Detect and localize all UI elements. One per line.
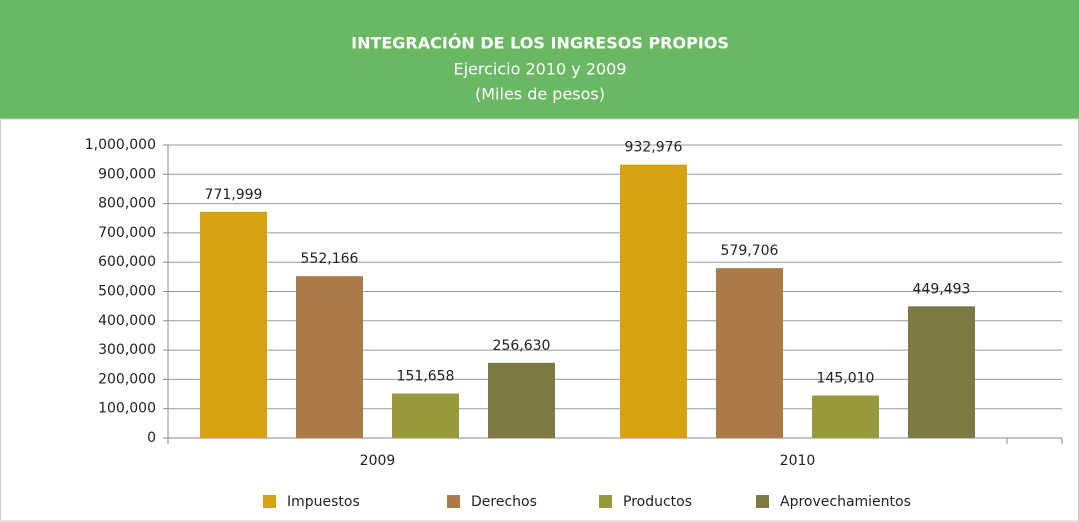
y-tick-label: 400,000: [98, 313, 156, 329]
y-tick-label: 300,000: [98, 342, 156, 358]
chart-title: INTEGRACIÓN DE LOS INGRESOS PROPIOS: [351, 34, 729, 53]
y-tick-label: 200,000: [98, 371, 156, 387]
legend-label: Derechos: [471, 494, 537, 510]
unit-label: (Miles de pesos): [475, 85, 605, 104]
bar: [296, 276, 363, 438]
y-tick-label: 0: [147, 430, 156, 446]
bar: [812, 395, 879, 438]
legend-swatch: [756, 495, 769, 508]
value-label: 145,010: [817, 371, 875, 387]
legend-swatch: [263, 495, 276, 508]
bar: [620, 164, 687, 438]
x-tick-label: 2009: [360, 453, 396, 469]
y-tick-label: 100,000: [98, 401, 156, 417]
chart-subtitle: Ejercicio 2010 y 2009: [453, 60, 626, 79]
legend-label: Productos: [623, 494, 692, 510]
legend-swatch: [599, 495, 612, 508]
bar: [200, 211, 267, 438]
legend-label: Aprovechamientos: [780, 494, 911, 510]
y-tick-label: 600,000: [98, 254, 156, 270]
bar: [392, 393, 459, 438]
y-tick-label: 900,000: [98, 166, 156, 182]
header-band: [0, 0, 1079, 119]
value-label: 449,493: [913, 281, 971, 297]
value-label: 579,706: [721, 243, 779, 259]
bar: [488, 362, 555, 438]
y-tick-label: 800,000: [98, 196, 156, 212]
y-tick-label: 700,000: [98, 225, 156, 241]
legend-label: Impuestos: [287, 494, 360, 510]
bar: [716, 268, 783, 438]
legend-swatch: [447, 495, 460, 508]
x-tick-label: 2010: [780, 453, 816, 469]
value-label: 151,658: [397, 369, 455, 385]
y-tick-label: 500,000: [98, 284, 156, 300]
value-label: 771,999: [205, 187, 263, 203]
y-tick-label: 1,000,000: [85, 137, 156, 153]
value-label: 552,166: [301, 251, 359, 267]
value-label: 256,630: [493, 338, 551, 354]
value-label: 932,976: [625, 140, 683, 156]
bar: [908, 306, 975, 438]
